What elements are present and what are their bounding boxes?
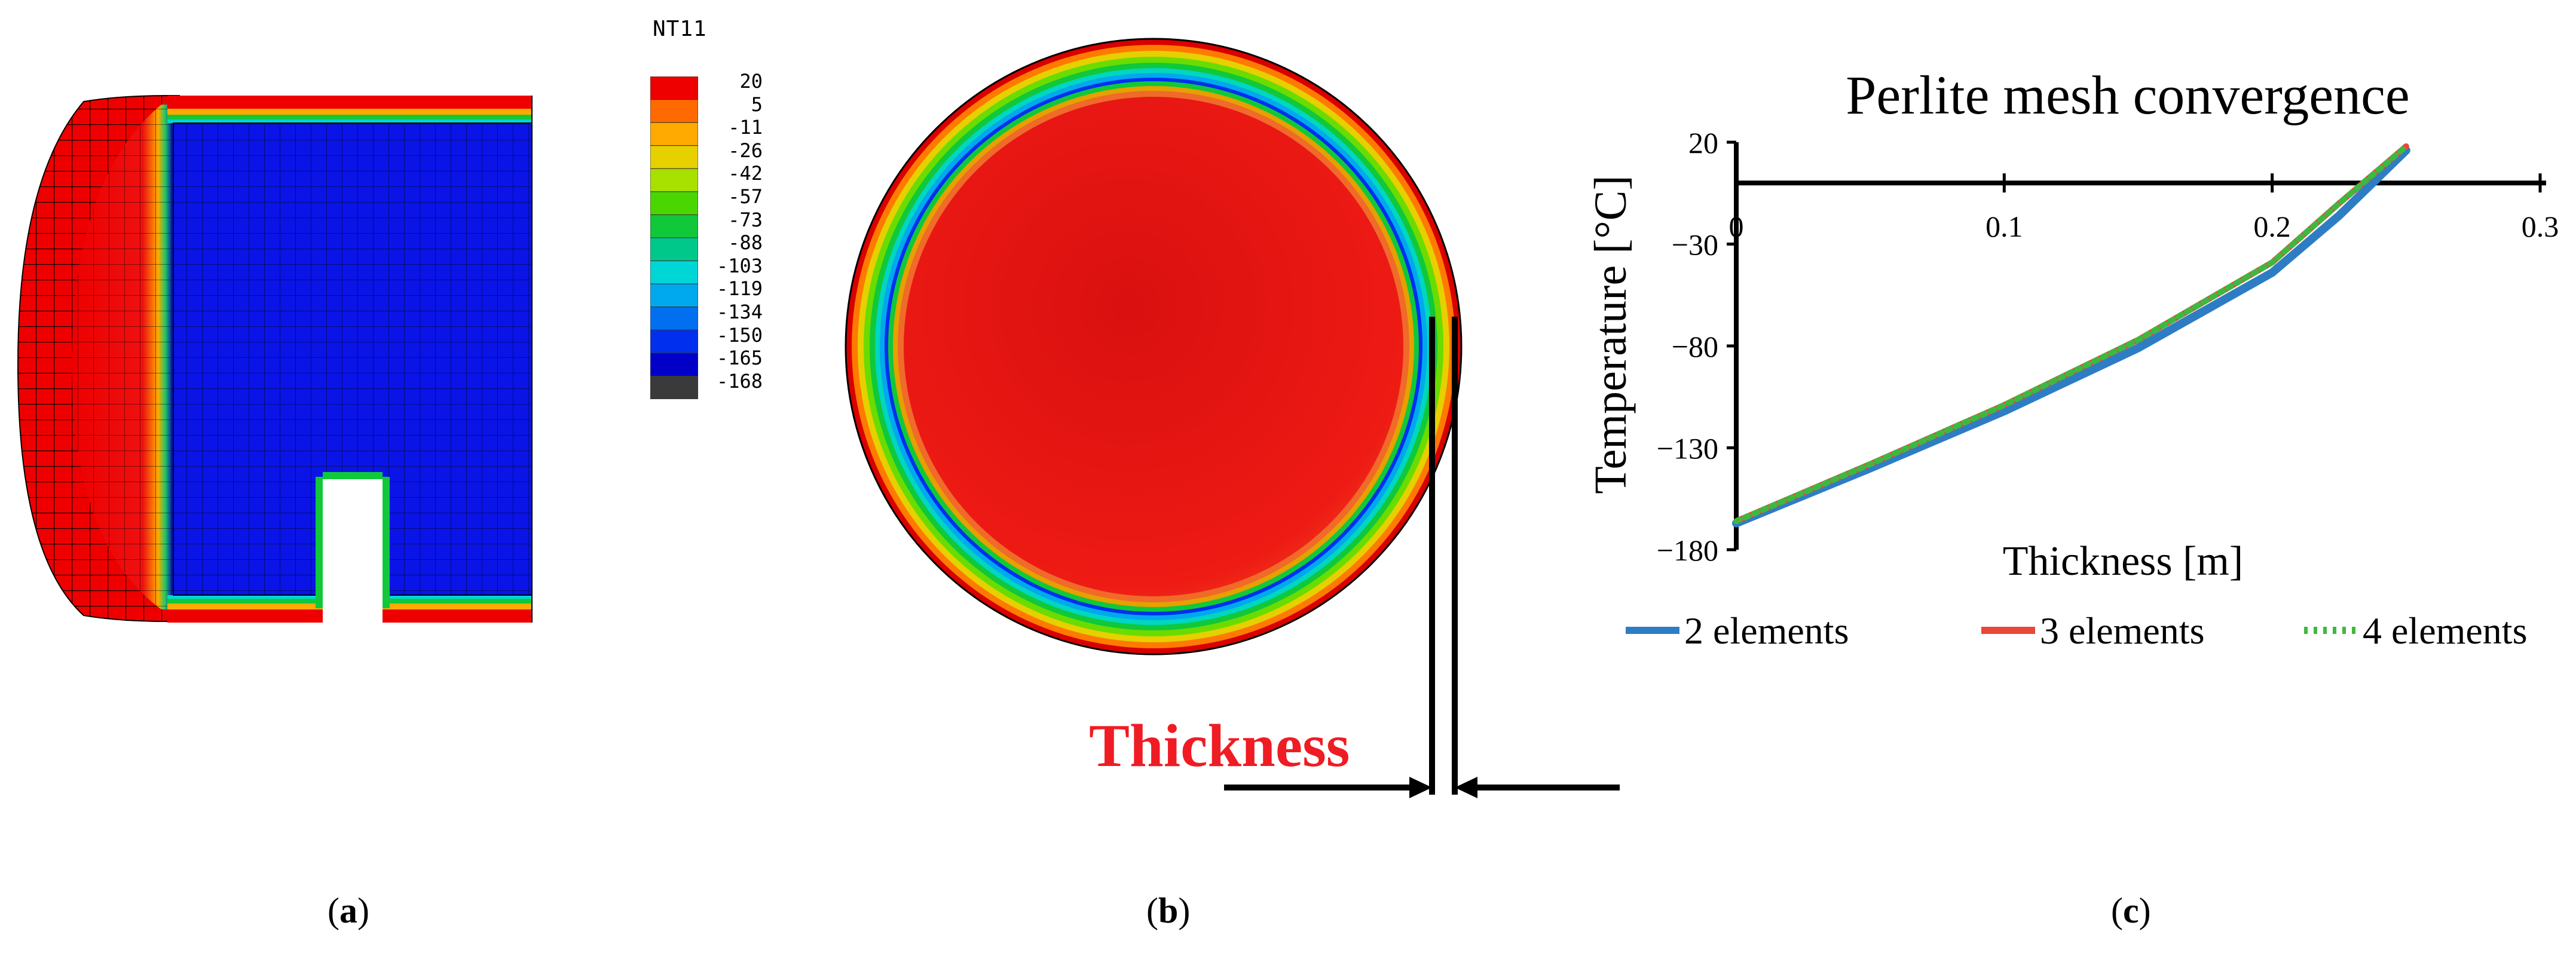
legend-swatch-8 [650,261,698,284]
x-tick-label-0: 0 [1729,210,1744,243]
series-line-3-elements [1733,143,2409,525]
chart-legend: 2 elements 3 elements 4 elements [1626,609,2527,652]
legend-label-series-0: 2 elements [1684,609,1849,652]
x-tick-label-1: 0.1 [1985,210,2023,243]
legend-swatch-4 [650,168,698,192]
legend-level-3: -26 [728,139,763,162]
color-legend-bar [650,76,698,399]
legend-swatch-6 [650,214,698,238]
panel-a: NT11 20 5 -11 -26 -42 -57 -73 -88 -103 -119 -134 -1… [0,0,777,956]
legend-level-5: -57 [728,185,763,208]
caption-c-letter: c [2122,891,2139,930]
series-line-2-elements [1732,146,2410,528]
legend-swatch-0 [650,76,698,100]
legend-level-0: 20 [739,70,763,93]
legend-title: NT11 [653,17,707,41]
y-tick-label-4: −180 [1657,534,1718,567]
dimension-arrowhead-right [1455,777,1477,798]
x-tick-label-2: 0.2 [2253,210,2291,243]
thickness-label: Thickness [1089,712,1350,780]
legend-level-10: -134 [716,301,763,323]
caption-c: (c) [2111,891,2151,930]
mesh-convergence-chart: Perlite mesh convergence Temperature [°C… [1586,65,2559,652]
y-axis-label: Temperature [°C] [1586,175,1636,494]
legend-swatch-9 [650,283,698,308]
legend-level-4: -42 [728,162,763,185]
axes: 20 −30 −80 −130 −180 0 0.1 0.2 0.3 [1657,126,2559,567]
chart-title: Perlite mesh convergence [1846,65,2410,125]
dimension-arrowhead-left [1409,777,1432,798]
legend-swatch-3 [650,145,698,169]
caption-b: (b) [1146,891,1191,930]
y-tick-label-1: −30 [1672,228,1718,262]
legend-swatch-10 [650,307,698,330]
legend-swatch-2 [650,122,698,146]
x-axis-label: Thickness [m] [2003,538,2243,584]
inner-core [904,97,1403,596]
series [1732,143,2410,528]
legend-level-1: 5 [751,93,763,116]
legend-swatch-12 [650,353,698,376]
legend-swatch-11 [650,329,698,354]
tank-section-model [17,95,533,633]
caption-b-letter: b [1158,891,1179,930]
legend-level-6: -73 [728,208,763,231]
legend-level-12: -165 [716,347,763,370]
y-tick-label-0: 20 [1688,126,1718,160]
legend-level-11: -150 [716,323,763,347]
series-line-4-elements [1733,143,2409,525]
y-tick-label-3: −130 [1657,432,1718,465]
legend-swatch-13 [650,375,698,399]
legend-swatch-5 [650,191,698,215]
nozzle-cutout [323,478,383,633]
legend-level-8: -103 [716,254,763,277]
legend-level-7: -88 [728,231,763,255]
legend-level-13: -168 [716,369,763,393]
legend-label-series-2: 4 elements [2363,609,2527,652]
legend-level-2: -11 [728,116,763,139]
caption-a: (a) [328,891,369,930]
legend-level-9: -119 [716,277,763,301]
legend-swatch-1 [650,99,698,123]
legend-label-series-1: 3 elements [2040,609,2204,652]
tank-cross-section [845,38,1620,798]
legend-swatch-7 [650,237,698,262]
panel-c: Perlite mesh convergence Temperature [°C… [1530,0,2576,956]
y-tick-label-2: −80 [1672,330,1718,363]
panel-b: Thickness (b) [777,0,1644,956]
x-tick-label-3: 0.3 [2522,210,2559,243]
caption-a-letter: a [339,891,357,930]
